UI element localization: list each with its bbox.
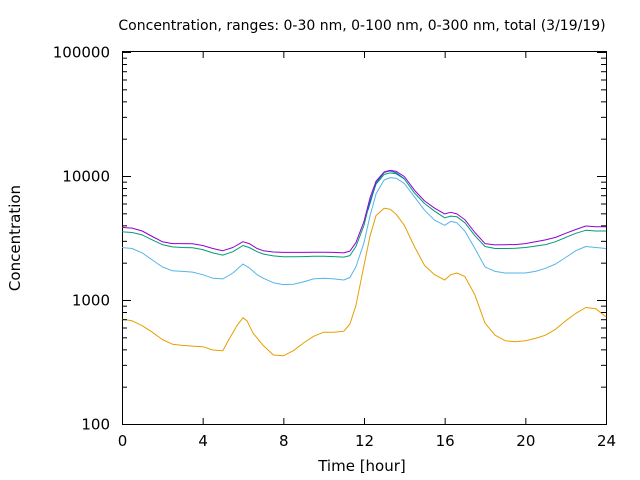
x-tick-label: 4	[198, 432, 208, 450]
x-tick-label: 12	[355, 432, 374, 450]
y-tick-label: 1000	[72, 292, 110, 310]
x-tick-label: 0	[118, 432, 128, 450]
series-layer	[121, 169, 607, 357]
y-tick-label: 100000	[53, 44, 110, 62]
y-axis-label: Concentration	[6, 185, 24, 291]
tick-layer: 0 4 8 12 16 20 24 100 1000 10000 100000	[53, 44, 616, 451]
plot-area-border	[122, 51, 607, 425]
series-line-2	[121, 177, 607, 286]
x-tick-label: 8	[279, 432, 289, 450]
x-tick-label: 24	[597, 432, 616, 450]
x-tick-label: 16	[436, 432, 455, 450]
x-tick-label: 20	[516, 432, 535, 450]
chart-title: Concentration, ranges: 0-30 nm, 0-100 nm…	[118, 18, 605, 34]
series-line-5	[121, 169, 606, 254]
series-line-1	[121, 207, 607, 357]
y-tick-label: 10000	[62, 168, 110, 186]
series-line-3	[121, 172, 606, 258]
x-axis-label: Time [hour]	[317, 457, 406, 475]
y-tick-label: 100	[81, 416, 110, 434]
